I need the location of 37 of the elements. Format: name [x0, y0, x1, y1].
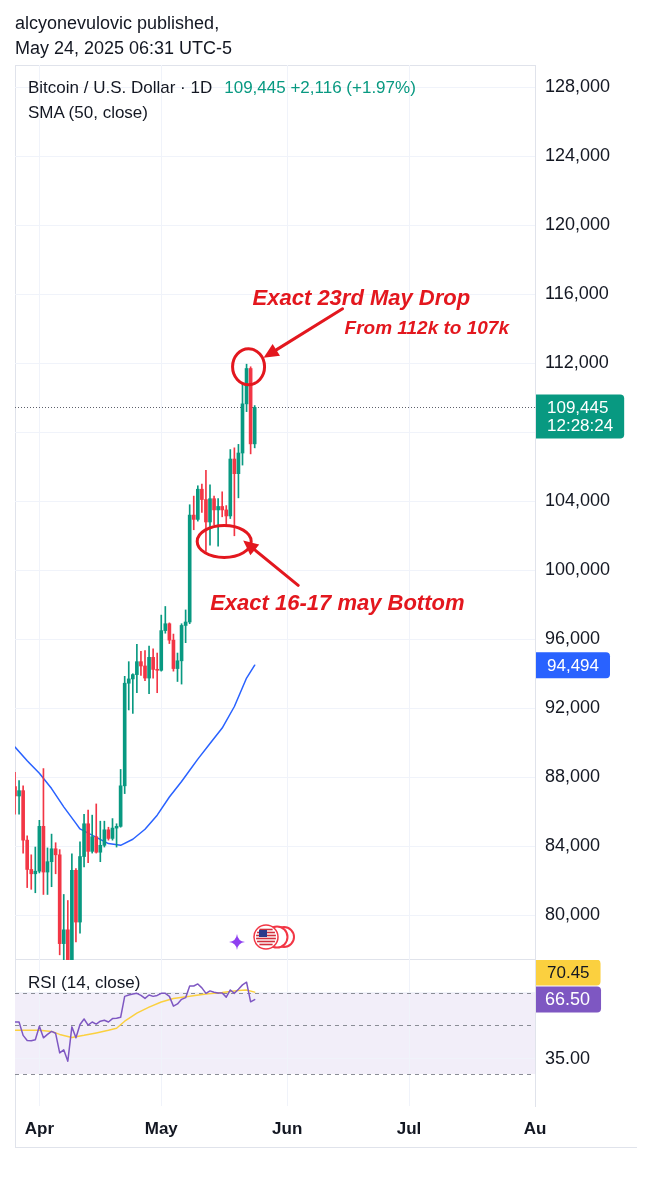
- candlestick: [216, 498, 220, 547]
- y-tick-label: 88,000: [545, 766, 601, 787]
- y-tick-label: 84,000: [545, 835, 601, 856]
- x-tick-label: Jun: [272, 1118, 303, 1138]
- y-tick-label: 116,000: [545, 283, 609, 304]
- y-tick-label: 104,000: [545, 490, 611, 511]
- y-tick-label: 80,000: [545, 904, 601, 925]
- text: 94,494: [547, 655, 599, 675]
- x-tick-label: Apr: [24, 1118, 55, 1138]
- y-tick-label: 120,000: [545, 214, 611, 235]
- candlestick: [61, 894, 66, 960]
- x-tick-label: Jul: [396, 1118, 422, 1138]
- x-tick-label: May: [144, 1118, 179, 1138]
- ref-line-label: 109,445: [547, 398, 609, 418]
- annotation: Exact 16-17 may Bottom: [210, 590, 465, 617]
- y-tick-label: 112,000: [545, 352, 609, 373]
- y-tick-label: 92,000: [545, 697, 601, 718]
- text: May 24, 2025 06:31 UTC-5: [15, 38, 233, 58]
- text: 70.45: [547, 963, 590, 983]
- text: SMA (50, close): [28, 103, 148, 123]
- y-tick-label: 96,000: [545, 628, 601, 649]
- annotation: 109,445 +2,116 (+1.97%): [224, 78, 416, 97]
- text: Bitcoin / U.S. Dollar · 1D: [28, 78, 213, 97]
- y-tick-label: 124,000: [545, 145, 611, 166]
- annotation: From 112k to 107k: [344, 316, 509, 340]
- y-tick-label: 35.00: [545, 1047, 591, 1068]
- y-tick-label: 128,000: [545, 76, 611, 97]
- y-tick-label: 66.50: [545, 988, 591, 1009]
- y-tick-label: 100,000: [545, 559, 611, 580]
- candlestick: [191, 495, 196, 531]
- text: alcyonevulovic published,: [15, 13, 220, 33]
- annotation: Exact 23rd May Drop: [252, 284, 471, 311]
- x-tick-label: Au: [523, 1118, 547, 1138]
- candlestick: [155, 652, 160, 694]
- candlestick: [98, 820, 103, 863]
- text: RSI (14, close): [28, 973, 141, 992]
- text: 12:28:24: [547, 416, 614, 436]
